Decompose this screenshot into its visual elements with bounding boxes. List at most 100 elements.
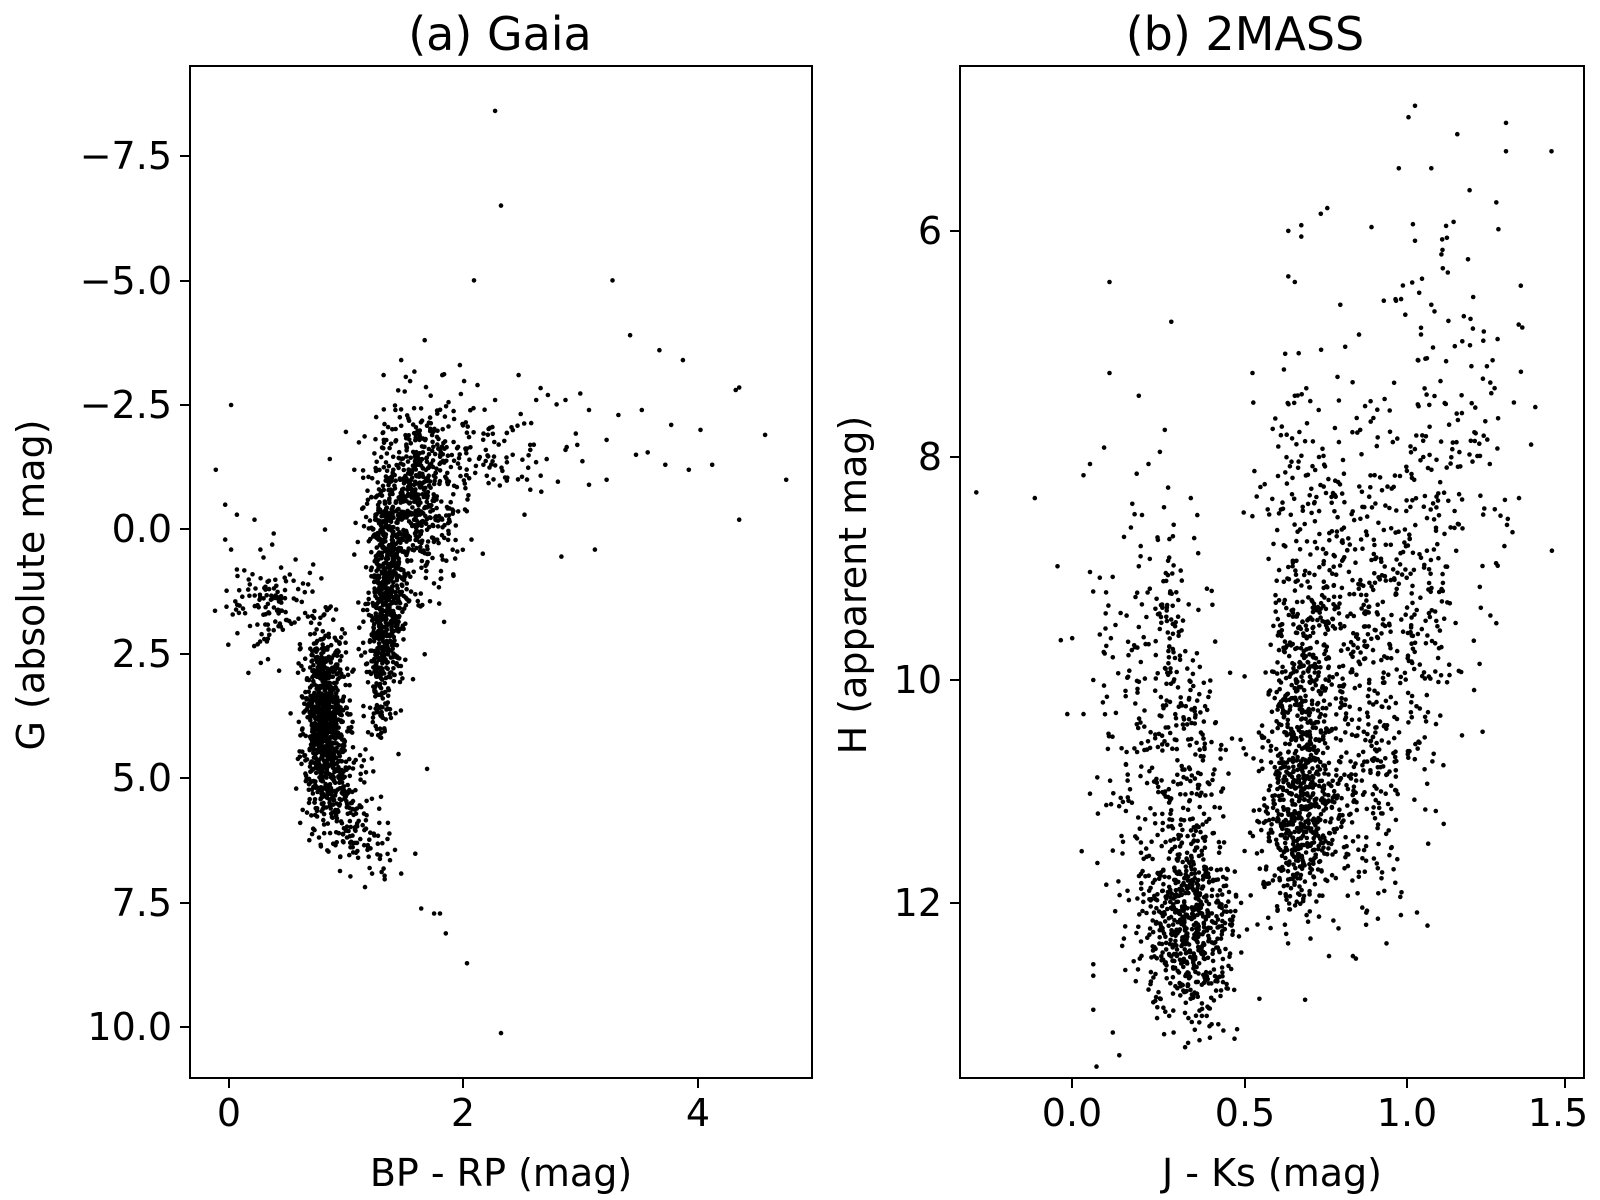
- data-point: [375, 650, 381, 655]
- data-point: [431, 581, 437, 586]
- data-point: [1162, 919, 1168, 924]
- data-point: [371, 639, 377, 644]
- data-point: [373, 611, 379, 616]
- data-point: [455, 444, 461, 450]
- data-point: [1197, 664, 1203, 670]
- data-point: [1297, 813, 1302, 818]
- data-point: [368, 648, 373, 653]
- data-point: [462, 507, 468, 512]
- data-point: [1165, 725, 1171, 730]
- data-point: [389, 488, 395, 493]
- data-point: [1184, 776, 1189, 781]
- data-point: [301, 710, 307, 715]
- data-point: [1431, 751, 1436, 757]
- data-point: [321, 705, 326, 710]
- data-point: [1309, 841, 1315, 846]
- data-point: [1191, 953, 1197, 959]
- data-point: [1323, 631, 1328, 637]
- data-point: [1349, 717, 1355, 723]
- data-point: [1269, 729, 1275, 734]
- data-point: [604, 477, 609, 483]
- data-point: [356, 600, 361, 605]
- data-point: [379, 569, 385, 575]
- data-point: [428, 485, 433, 491]
- data-point: [363, 565, 369, 570]
- data-point: [1324, 644, 1330, 650]
- data-point: [1360, 749, 1366, 755]
- data-point: [1250, 370, 1255, 376]
- data-point: [1288, 643, 1294, 648]
- data-point: [1295, 876, 1300, 881]
- data-point: [1141, 634, 1146, 640]
- data-point: [492, 439, 497, 445]
- data-point: [1350, 878, 1355, 883]
- data-point: [1322, 763, 1327, 768]
- data-point: [363, 514, 369, 520]
- data-point: [1368, 485, 1373, 490]
- data-point: [1358, 577, 1363, 583]
- data-point: [226, 642, 231, 647]
- data-point: [1338, 302, 1343, 308]
- data-point: [401, 567, 406, 573]
- data-point: [1145, 935, 1150, 940]
- data-point: [1207, 970, 1213, 975]
- data-point: [1233, 892, 1239, 898]
- data-point: [296, 719, 302, 725]
- data-point: [398, 708, 404, 713]
- data-point: [442, 414, 448, 419]
- data-point: [439, 517, 445, 522]
- data-point: [1306, 776, 1312, 782]
- data-point: [306, 800, 312, 806]
- data-point: [457, 465, 463, 471]
- data-point: [1199, 1006, 1205, 1012]
- data-point: [413, 592, 418, 597]
- data-point: [425, 539, 431, 544]
- data-point: [408, 455, 414, 461]
- data-point: [258, 576, 263, 581]
- data-point: [1201, 857, 1206, 862]
- data-point: [1164, 976, 1169, 981]
- data-point: [1168, 617, 1174, 622]
- data-point: [1286, 274, 1291, 279]
- data-point: [297, 749, 302, 754]
- data-point: [389, 576, 394, 581]
- data-point: [302, 656, 308, 661]
- data-point: [1146, 461, 1151, 467]
- data-point: [1204, 894, 1209, 899]
- data-point: [1323, 584, 1329, 590]
- data-point: [1125, 778, 1130, 783]
- data-point: [274, 583, 279, 589]
- data-point: [222, 502, 228, 508]
- data-point: [1292, 279, 1298, 285]
- data-point: [533, 397, 539, 403]
- data-point: [329, 814, 335, 820]
- data-point: [1231, 987, 1237, 993]
- data-point: [356, 440, 362, 445]
- data-point: [504, 455, 509, 460]
- data-point: [1224, 876, 1229, 882]
- data-point: [1279, 722, 1284, 728]
- data-point: [276, 668, 282, 673]
- data-point: [1184, 868, 1189, 874]
- data-point: [1305, 742, 1310, 747]
- data-point: [1510, 529, 1515, 535]
- data-point: [404, 586, 409, 592]
- data-point: [1270, 816, 1276, 822]
- data-point: [1286, 653, 1292, 659]
- data-point: [308, 620, 314, 625]
- data-point: [481, 462, 486, 468]
- data-point: [1190, 859, 1196, 865]
- data-point: [1371, 856, 1377, 861]
- data-point: [1387, 852, 1392, 858]
- data-point: [1196, 607, 1201, 613]
- data-point: [439, 499, 444, 504]
- data-point: [384, 437, 389, 443]
- data-point: [1215, 898, 1220, 903]
- data-point: [1216, 1022, 1221, 1027]
- data-point: [1165, 893, 1170, 898]
- data-point: [378, 665, 384, 671]
- data-point: [1185, 983, 1190, 989]
- data-point: [408, 493, 414, 499]
- data-point: [1331, 918, 1336, 923]
- data-point: [1309, 701, 1315, 707]
